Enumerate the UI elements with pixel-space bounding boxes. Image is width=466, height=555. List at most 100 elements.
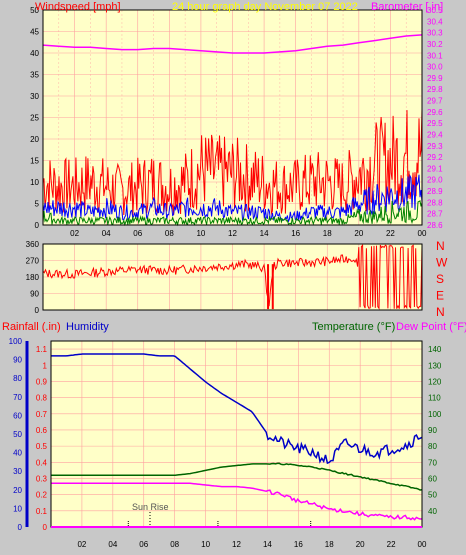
- direction-left-ticks: 0 90 180 270 360: [26, 240, 40, 315]
- wind-x-tick-label: 00: [418, 229, 427, 238]
- barometer-y-tick-label: 29.5: [427, 119, 443, 128]
- barometer-y-tick-label: 29.6: [427, 108, 443, 117]
- wind-x-tick-label: 08: [165, 229, 174, 238]
- temperature-line: [51, 462, 423, 491]
- windspeed-title: Windspeed [mph]: [35, 1, 121, 13]
- humidity-tick-label: 100: [9, 337, 23, 346]
- rain-axis-ticks: 0 0.1 0.2 0.3 0.4 0.5 0.6 0.7 0.8 0.9 1 1.1: [36, 345, 48, 532]
- humidity-tick-label: 80: [13, 374, 22, 383]
- compass-label: S: [436, 272, 444, 286]
- barometer-y-tick-label: 29.3: [427, 142, 443, 151]
- climate-series: [51, 353, 423, 527]
- barometer-right-ticks: 28.6 28.7 28.8 28.9 29.0 29.1 29.2 29.3 29.4 29.5…: [427, 6, 443, 230]
- barometer-y-tick-label: 29.7: [427, 97, 443, 106]
- barometer-y-tick-label: 28.7: [427, 210, 443, 219]
- temperature-tick-label: 40: [428, 507, 437, 516]
- temperature-tick-label: 120: [428, 377, 442, 386]
- barometer-y-tick-label: 29.1: [427, 164, 443, 173]
- direction-plot-border: [42, 243, 423, 311]
- barometer-y-tick-label: 28.9: [427, 187, 443, 196]
- temperature-tick-label: 130: [428, 361, 442, 370]
- rain-tick-label: 0.4: [36, 458, 48, 467]
- rain-tick-label: 0.1: [36, 507, 48, 516]
- direction-y-tick-label: 90: [30, 290, 39, 299]
- rain-tick-label: 0: [43, 523, 48, 532]
- humidity-tick-label: 20: [13, 486, 22, 495]
- barometer-y-tick-label: 29.8: [427, 85, 443, 94]
- barometer-y-tick-label: 30.5: [427, 6, 443, 15]
- barometer-y-tick-label: 30.1: [427, 51, 443, 60]
- wind-plot-border: [42, 9, 423, 226]
- wind-x-ticks: 02 04 06 08 10 12 14 16 18 20 22 00: [70, 229, 427, 238]
- wind-y-tick-label: 20: [30, 135, 39, 144]
- barometer-y-tick-label: 29.4: [427, 130, 443, 139]
- wind-x-tick-label: 06: [133, 229, 142, 238]
- barometer-y-tick-label: 30.2: [427, 40, 443, 49]
- dew-point-line: [51, 482, 423, 521]
- temperature-tick-label: 140: [428, 345, 442, 354]
- humidity-tick-label: 90: [13, 356, 22, 365]
- barometer-y-tick-label: 30.0: [427, 63, 443, 72]
- humidity-tick-label: 50: [13, 430, 22, 439]
- temperature-title: Temperature (°F): [312, 321, 395, 333]
- wind-y-tick-label: 0: [35, 221, 40, 230]
- temperature-tick-label: 100: [428, 410, 442, 419]
- compass-label: N: [436, 305, 445, 319]
- wind-direction-line: [42, 244, 423, 310]
- rain-tick-label: 0.5: [36, 442, 48, 451]
- barometer-y-tick-label: 28.6: [427, 221, 443, 230]
- wind-avg-line: [42, 173, 423, 224]
- wind-x-tick-label: 18: [323, 229, 332, 238]
- wind-y-tick-label: 25: [30, 114, 39, 123]
- compass-label: N: [436, 239, 445, 253]
- humidity-tick-label: 70: [13, 393, 22, 402]
- climate-x-tick-label: 18: [325, 540, 334, 549]
- wind-y-tick-label: 30: [30, 92, 39, 101]
- sun-rise-label: Sun Rise: [132, 502, 169, 512]
- wind-x-tick-label: 16: [291, 229, 300, 238]
- direction-y-tick-label: 180: [26, 273, 40, 282]
- rain-tick-label: 0.3: [36, 474, 48, 483]
- direction-y-tick-label: 0: [35, 306, 40, 315]
- climate-x-tick-label: 02: [77, 540, 86, 549]
- wind-left-ticks: 0 5 10 15 20 25 30 35 40 45 50: [30, 6, 39, 230]
- temperature-tick-label: 90: [428, 426, 437, 435]
- humidity-tick-label: 60: [13, 411, 22, 420]
- humidity-tick-label: 0: [18, 523, 23, 532]
- temperature-tick-label: 110: [428, 394, 441, 403]
- barometer-y-tick-label: 29.0: [427, 176, 443, 185]
- wind-y-tick-label: 5: [35, 200, 40, 209]
- humidity-line: [51, 353, 423, 465]
- barometer-line: [42, 34, 423, 54]
- humidity-tick-label: 40: [13, 449, 22, 458]
- barometer-y-tick-label: 30.4: [427, 17, 443, 26]
- rain-tick-label: 1.1: [36, 345, 48, 354]
- wind-x-tick-label: 04: [102, 229, 111, 238]
- wind-y-tick-label: 15: [30, 157, 39, 166]
- wind-series: [42, 34, 423, 227]
- dew-point-title: Dew Point (°F): [396, 321, 466, 333]
- temperature-axis-ticks: 40 50 60 70 80 90 100 110 120 130 140: [428, 345, 442, 516]
- climate-x-tick-label: 20: [356, 540, 365, 549]
- wind-x-tick-label: 14: [260, 229, 269, 238]
- barometer-y-tick-label: 29.9: [427, 74, 443, 83]
- climate-x-tick-label: 04: [108, 540, 117, 549]
- direction-y-tick-label: 360: [26, 240, 40, 249]
- graph-date-title: 24 hour graph day November 07 2022: [172, 1, 358, 13]
- compass-label: E: [436, 289, 444, 303]
- climate-x-tick-label: 10: [201, 540, 210, 549]
- compass-label: W: [436, 256, 448, 270]
- temperature-tick-label: 80: [428, 442, 437, 451]
- climate-x-tick-label: 16: [294, 540, 303, 549]
- climate-x-tick-label: 14: [263, 540, 272, 549]
- wind-x-tick-label: 20: [354, 229, 363, 238]
- rain-tick-label: 0.9: [36, 377, 48, 386]
- barometer-y-tick-label: 30.3: [427, 29, 443, 38]
- wind-x-tick-label: 22: [386, 229, 395, 238]
- humidity-tick-label: 30: [13, 467, 22, 476]
- rain-tick-label: 0.8: [36, 394, 48, 403]
- wind-y-tick-label: 50: [30, 6, 39, 15]
